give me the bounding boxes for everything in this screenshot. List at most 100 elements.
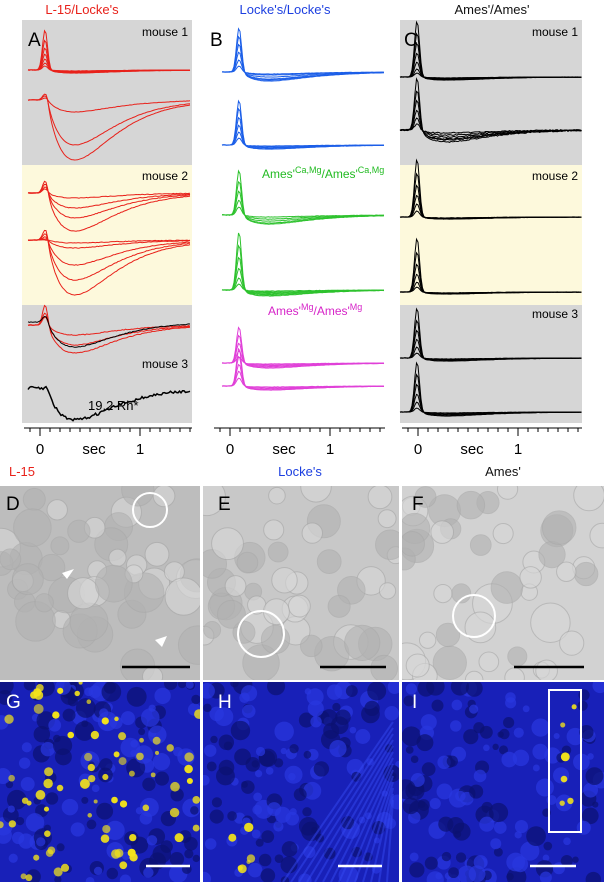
label-part: /Ames'	[321, 167, 357, 181]
blob	[302, 807, 312, 817]
blob	[284, 765, 303, 784]
blob	[301, 821, 321, 842]
labeled-cell	[174, 833, 184, 843]
blob	[410, 755, 419, 764]
blob	[25, 813, 45, 832]
blob	[585, 871, 602, 882]
blob	[506, 852, 526, 872]
blob	[242, 704, 256, 718]
blob	[289, 808, 297, 816]
trace	[399, 123, 582, 134]
blob	[455, 852, 467, 863]
blob	[542, 854, 550, 862]
trace	[221, 124, 384, 148]
blob	[203, 871, 212, 882]
cell	[94, 564, 133, 603]
labeled-cell	[26, 800, 32, 806]
label-part: Ca,Mg	[358, 165, 385, 175]
blob	[191, 694, 200, 705]
blob	[54, 875, 62, 882]
cell	[211, 527, 244, 561]
labeled-cell	[25, 874, 33, 882]
cell	[268, 486, 286, 505]
blob	[514, 831, 522, 839]
cell	[496, 486, 519, 500]
trace	[27, 183, 190, 219]
mouse-label: mouse 2	[532, 169, 578, 183]
cell	[573, 486, 604, 512]
trace	[400, 407, 582, 414]
trace	[27, 180, 191, 232]
cell	[456, 490, 486, 520]
labeled-cell	[194, 709, 200, 719]
blob	[230, 720, 251, 741]
blob	[468, 865, 486, 882]
blob	[160, 840, 173, 853]
blob	[261, 830, 275, 843]
labeled-cell	[567, 797, 574, 805]
labeled-cell	[87, 763, 95, 772]
blob	[70, 822, 85, 837]
blob	[258, 853, 272, 867]
column-title: Ames'/Ames'	[454, 2, 529, 17]
cell	[430, 520, 455, 544]
blob	[21, 742, 32, 753]
labeled-cell	[119, 861, 128, 870]
cell	[164, 577, 200, 616]
labeled-cell	[184, 764, 193, 774]
labeled-cell	[170, 781, 180, 792]
blob	[403, 695, 415, 707]
micrograph	[0, 486, 200, 680]
trace	[221, 206, 385, 218]
cell	[0, 548, 22, 571]
labeled-cell	[571, 704, 577, 710]
blob	[209, 809, 224, 824]
blob	[135, 807, 144, 815]
panel-label: F	[412, 494, 424, 515]
trace	[222, 256, 385, 295]
blob	[255, 838, 264, 847]
cell	[556, 561, 577, 582]
cell	[405, 653, 430, 678]
blob	[543, 841, 553, 851]
mouse-label: mouse 1	[532, 25, 578, 39]
labeled-cell	[44, 767, 54, 777]
blob	[75, 698, 96, 718]
cell	[435, 622, 461, 648]
blob	[36, 837, 46, 847]
trace	[222, 334, 385, 368]
label-part: Mg	[350, 302, 363, 312]
labeled-cell	[169, 807, 180, 818]
blob	[85, 876, 95, 882]
blob	[355, 729, 371, 744]
blob	[505, 692, 516, 703]
blob	[138, 728, 146, 736]
cell	[22, 487, 46, 511]
trace	[27, 315, 191, 348]
blob	[553, 732, 560, 740]
blob	[260, 868, 276, 882]
blob	[214, 707, 234, 727]
cell	[46, 499, 68, 521]
blob	[473, 769, 487, 783]
blob	[488, 802, 509, 823]
blob	[126, 686, 147, 707]
blob	[332, 702, 341, 712]
streak	[290, 727, 394, 882]
blob	[310, 716, 322, 728]
blob	[169, 851, 185, 867]
blob	[503, 717, 515, 729]
blob	[274, 854, 284, 864]
axis-label: sec	[272, 441, 296, 458]
labeled-cell	[114, 848, 124, 858]
labeled-cell	[129, 833, 137, 842]
panel-label: B	[210, 30, 223, 51]
axis-label: 1	[514, 441, 522, 458]
trace	[27, 233, 190, 281]
blob	[273, 821, 284, 832]
trace	[221, 99, 384, 150]
blob	[280, 856, 298, 874]
image-title: Locke's	[278, 464, 322, 479]
cell	[530, 602, 571, 643]
